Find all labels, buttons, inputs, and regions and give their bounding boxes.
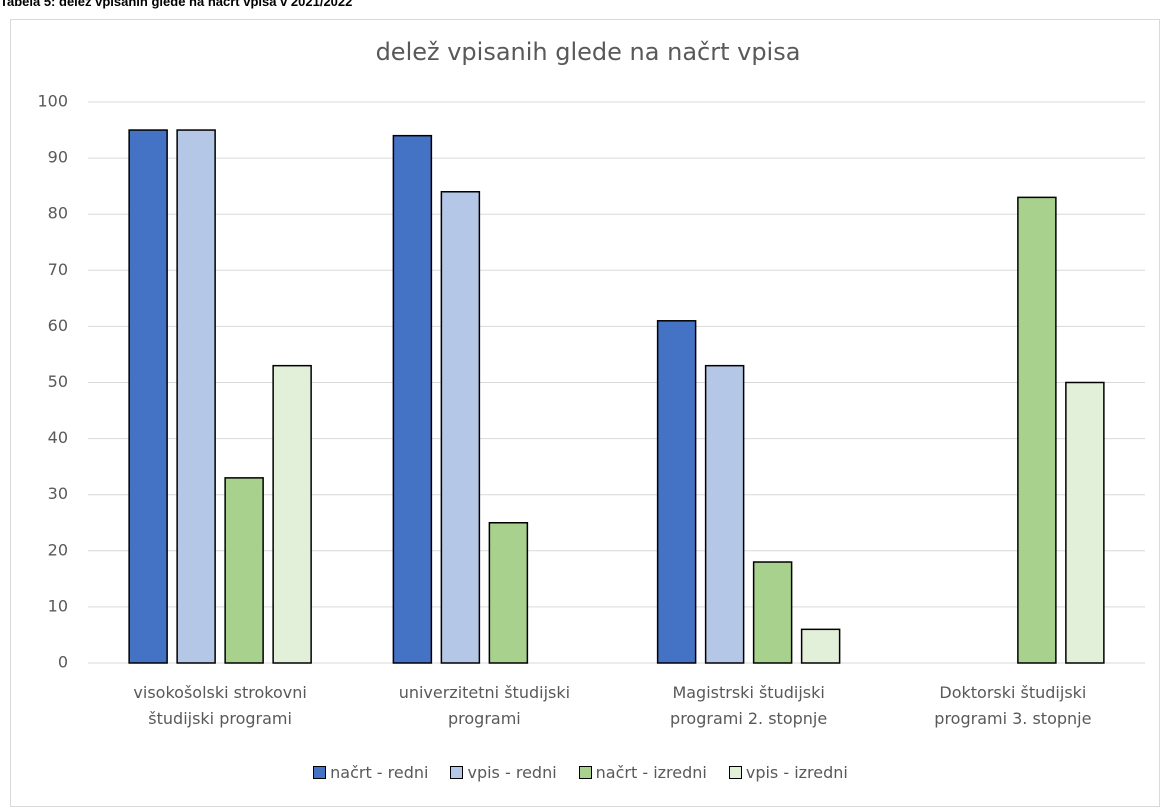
- bar: [704, 364, 745, 664]
- legend-item: vpis - izredni: [728, 763, 848, 782]
- bar: [800, 628, 841, 664]
- y-tick-label: 70: [48, 260, 68, 279]
- legend-label: načrt - izredni: [595, 763, 707, 782]
- bar: [752, 561, 793, 664]
- legend-swatch: [313, 766, 327, 779]
- legend-swatch: [578, 766, 592, 779]
- bar: [1065, 381, 1105, 664]
- legend-item: načrt - izredni: [578, 763, 707, 782]
- caption: Tabela 5: delež vpisanih glede na načrt …: [0, 0, 353, 9]
- y-tick-label: 10: [48, 596, 68, 615]
- legend: načrt - redni vpis - redni načrt - izredni…: [0, 763, 1161, 782]
- legend-item: vpis - redni: [450, 763, 557, 782]
- legend-swatch: [728, 766, 742, 779]
- bar: [392, 134, 433, 664]
- bar: [128, 129, 168, 664]
- bar: [224, 477, 264, 664]
- y-tick-label: 20: [48, 540, 68, 559]
- x-tick-label: Doktorski študijski programi 3. stopnje: [934, 683, 1092, 728]
- bar: [440, 191, 481, 664]
- legend-item: načrt - redni: [313, 763, 428, 782]
- bar: [656, 320, 697, 664]
- x-tick-label: univerzitetni študijski programi: [398, 683, 571, 728]
- legend-label: načrt - redni: [330, 763, 429, 782]
- y-tick-label: 0: [58, 653, 68, 672]
- x-tick-label: visokošolski strokovni študijski program…: [133, 683, 307, 728]
- bar: [1017, 196, 1057, 664]
- y-tick-label: 60: [48, 316, 68, 335]
- chart-title: delež vpisanih glede na načrt vpisa: [376, 38, 801, 66]
- y-tick-label: 90: [48, 148, 68, 167]
- x-tick-label: Magistrski študijski programi 2. stopnje: [670, 683, 828, 728]
- y-tick-label: 80: [48, 204, 68, 223]
- legend-swatch: [450, 766, 464, 779]
- bar: [272, 364, 312, 664]
- y-tick-label: 50: [48, 372, 68, 391]
- legend-label: vpis - redni: [467, 763, 557, 782]
- y-tick-label: 30: [48, 484, 68, 503]
- legend-label: vpis - izredni: [745, 763, 848, 782]
- chart-frame: [10, 19, 1160, 807]
- y-tick-label: 40: [48, 428, 68, 447]
- bar: [176, 129, 216, 664]
- bar: [488, 522, 529, 664]
- y-tick-label: 100: [37, 92, 68, 111]
